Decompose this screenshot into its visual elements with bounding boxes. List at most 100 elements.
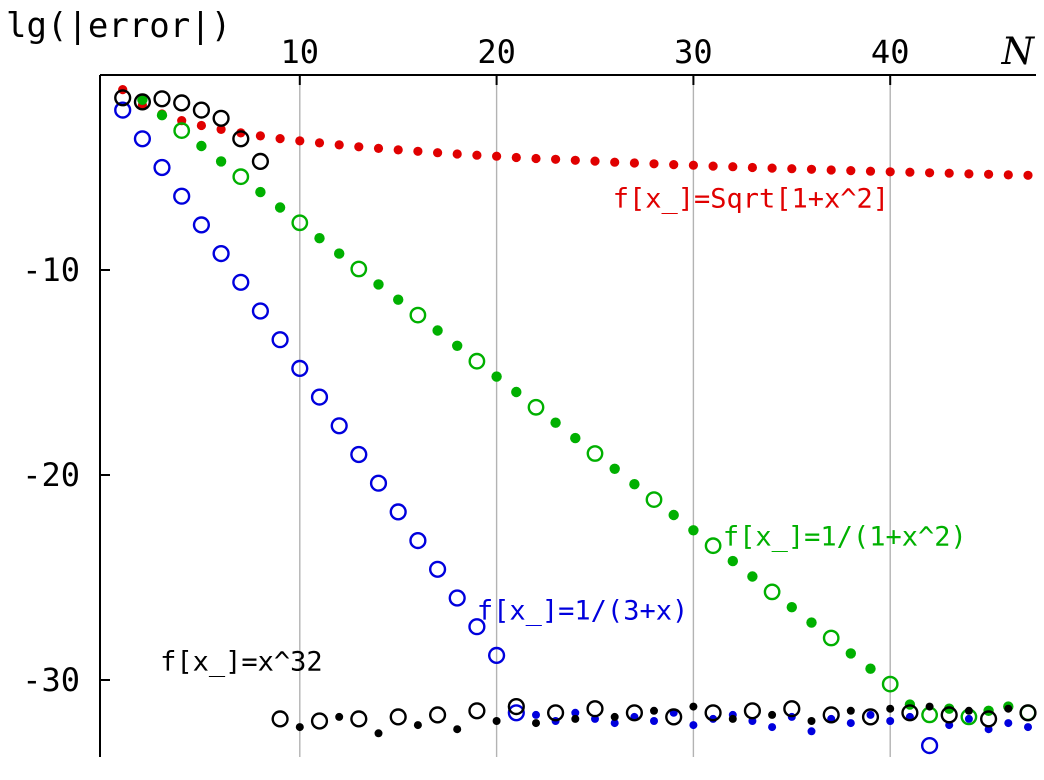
data-point xyxy=(196,140,207,152)
data-point xyxy=(1003,170,1013,180)
data-point xyxy=(295,723,304,732)
data-point xyxy=(822,629,840,647)
data-point xyxy=(507,697,525,716)
data-point xyxy=(807,727,816,736)
data-point xyxy=(688,525,699,536)
data-point xyxy=(511,386,522,398)
data-point xyxy=(743,702,762,720)
data-point xyxy=(668,509,679,521)
series-label: f[x_]=x^32 xyxy=(160,647,323,678)
data-point xyxy=(232,273,250,291)
data-point xyxy=(255,131,265,141)
data-point xyxy=(688,160,699,170)
data-point xyxy=(153,90,171,108)
series-3-open xyxy=(114,101,939,755)
data-point xyxy=(925,168,935,178)
data-point xyxy=(586,700,604,718)
data-point xyxy=(389,503,407,521)
data-point xyxy=(491,371,502,382)
data-point xyxy=(944,168,954,178)
series-5-open xyxy=(114,89,1037,730)
data-point xyxy=(768,723,777,732)
data-point xyxy=(768,710,777,719)
data-point xyxy=(763,583,781,601)
data-point xyxy=(432,325,443,336)
data-point xyxy=(393,294,404,305)
series-label: f[x_]=Sqrt[1+x^2] xyxy=(613,183,889,214)
data-point xyxy=(845,648,856,659)
data-point xyxy=(114,101,132,119)
data-point xyxy=(570,432,581,444)
data-point xyxy=(1023,170,1033,180)
data-point xyxy=(787,164,797,174)
data-point xyxy=(925,702,934,711)
data-point xyxy=(291,214,309,232)
data-point xyxy=(232,168,250,186)
data-point xyxy=(153,158,171,177)
data-point xyxy=(350,710,368,728)
data-point xyxy=(826,165,836,175)
data-point xyxy=(704,704,722,722)
data-point xyxy=(472,150,482,160)
y-tick-label: -10 xyxy=(22,251,80,289)
data-point xyxy=(806,617,817,628)
axes xyxy=(99,74,1036,757)
data-point xyxy=(532,710,540,719)
data-point xyxy=(649,159,659,169)
data-point xyxy=(232,130,250,148)
data-point xyxy=(488,646,506,665)
data-point xyxy=(689,721,698,730)
data-point xyxy=(669,160,679,170)
data-point xyxy=(704,537,722,555)
data-point xyxy=(905,167,915,177)
data-point xyxy=(373,279,384,290)
data-point xyxy=(610,157,620,167)
data-point xyxy=(255,186,266,198)
data-point xyxy=(114,89,132,107)
data-point xyxy=(1019,704,1037,722)
data-point xyxy=(550,417,561,428)
data-point xyxy=(429,560,447,578)
data-point xyxy=(665,708,683,726)
data-point xyxy=(610,719,619,728)
data-point xyxy=(511,152,521,163)
data-point xyxy=(274,202,286,213)
data-point xyxy=(271,331,289,349)
data-point xyxy=(133,130,152,148)
data-point xyxy=(389,708,407,726)
data-point xyxy=(133,93,152,111)
data-point xyxy=(728,162,738,172)
data-point xyxy=(374,729,383,738)
data-point xyxy=(314,233,325,244)
data-point xyxy=(212,245,230,263)
data-point xyxy=(291,359,309,378)
data-point xyxy=(393,145,403,155)
y-tick-label: -20 xyxy=(22,456,80,494)
data-point xyxy=(468,702,486,720)
data-point xyxy=(806,164,817,174)
data-point xyxy=(629,158,640,168)
y-axis-title: lg(|error|) xyxy=(6,6,232,46)
data-point xyxy=(334,248,345,259)
series-label: f[x_]=1/(3+x) xyxy=(477,595,688,626)
x-tick-label: 30 xyxy=(674,33,713,71)
data-point xyxy=(708,161,718,171)
data-point xyxy=(570,155,580,165)
data-point xyxy=(156,110,168,121)
x-tick-labels: 10 20 30 40 xyxy=(281,33,910,71)
data-point xyxy=(492,151,502,161)
series-label: f[x_]=1/(1+x^2) xyxy=(723,522,967,553)
data-point xyxy=(1004,704,1013,713)
data-point xyxy=(448,589,466,607)
data-point xyxy=(861,708,880,726)
x-tick-label: 20 xyxy=(477,33,516,71)
data-point xyxy=(369,474,388,492)
data-point xyxy=(609,463,620,474)
data-point xyxy=(920,736,939,755)
data-point xyxy=(251,152,270,171)
data-point xyxy=(610,712,619,721)
data-point xyxy=(137,94,148,106)
data-point xyxy=(846,166,856,176)
data-point xyxy=(173,122,191,140)
data-point xyxy=(846,719,855,728)
